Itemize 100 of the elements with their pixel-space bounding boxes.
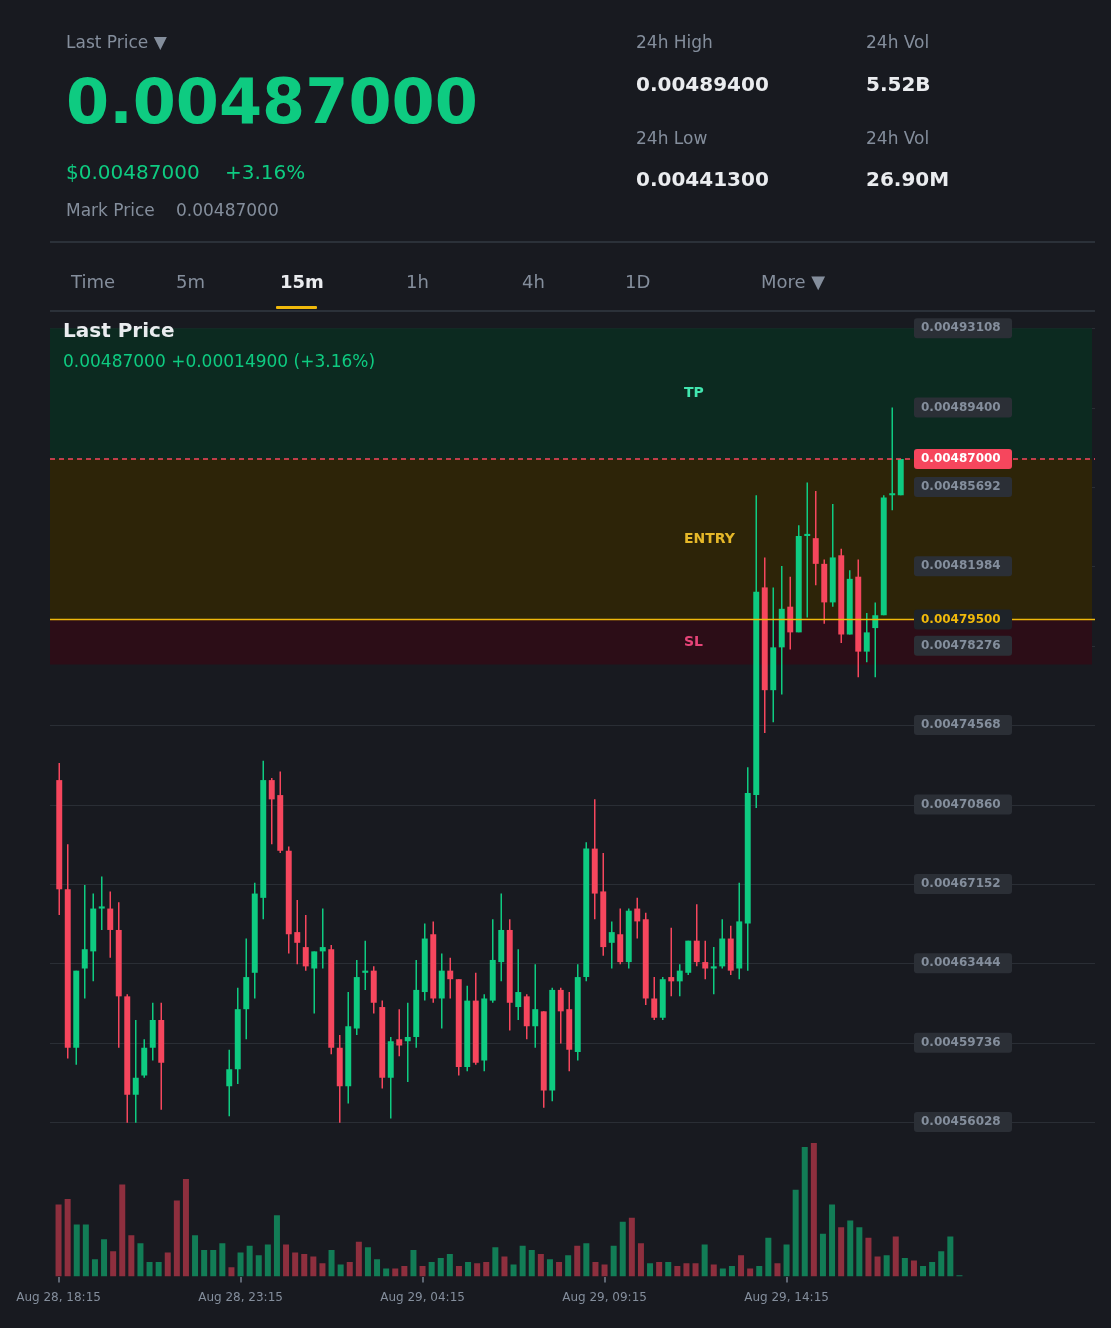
bar	[874, 1256, 881, 1277]
text: Last Price ▼	[66, 32, 167, 53]
band-label: ENTRY	[684, 529, 736, 546]
bar	[73, 1224, 80, 1277]
candlestick	[812, 491, 819, 586]
bar	[810, 1143, 817, 1277]
bar	[537, 1253, 544, 1277]
bar	[437, 1257, 444, 1277]
y-tick-label: 0.00459736	[921, 1034, 1001, 1049]
bar	[838, 1227, 845, 1277]
bar	[610, 1245, 617, 1277]
bar	[910, 1260, 917, 1277]
y-tick-label: 0.00478276	[921, 637, 1001, 652]
text: 24h Low	[636, 128, 708, 149]
bar	[210, 1249, 217, 1277]
bar	[601, 1264, 608, 1277]
bar	[492, 1247, 499, 1277]
bar	[647, 1263, 654, 1277]
bar	[883, 1255, 890, 1277]
bar	[792, 1189, 799, 1277]
y-tick-label: 0.00493108	[921, 320, 1001, 335]
bar	[374, 1259, 381, 1277]
bar	[101, 1239, 108, 1277]
bar	[182, 1179, 189, 1277]
bar	[164, 1252, 171, 1277]
bar	[628, 1217, 635, 1277]
text: 0.00487000	[176, 200, 279, 221]
bar	[465, 1261, 472, 1277]
text: More ▼	[761, 270, 826, 293]
x-tick-label: Aug 28, 18:15	[16, 1289, 101, 1304]
text: 24h Vol	[866, 128, 930, 149]
bar	[829, 1204, 836, 1277]
text: 5.52B	[866, 72, 931, 97]
bar	[592, 1261, 599, 1277]
candlestick	[676, 964, 683, 997]
text: Mark Price	[66, 200, 155, 221]
bar	[137, 1243, 144, 1277]
text: 0.00487000	[66, 64, 478, 140]
x-tick-label: Aug 29, 04:15	[380, 1289, 465, 1304]
candlestick	[268, 777, 275, 845]
bar	[556, 1261, 563, 1277]
bar	[574, 1245, 581, 1277]
bar	[901, 1257, 908, 1277]
text: 15m	[280, 270, 324, 293]
candlestick	[98, 876, 105, 930]
bar	[765, 1237, 772, 1277]
candlestick	[710, 947, 717, 995]
bar	[110, 1251, 117, 1277]
bar	[192, 1235, 199, 1277]
bar	[528, 1249, 535, 1277]
bar	[119, 1184, 126, 1277]
bar	[301, 1253, 308, 1277]
bar	[319, 1263, 326, 1277]
y-tick-label: 0.00467152	[921, 876, 1001, 891]
bar	[474, 1263, 481, 1277]
band-label: TP	[684, 384, 704, 401]
candlestick	[778, 565, 785, 695]
bar	[328, 1249, 335, 1277]
bar	[55, 1204, 62, 1277]
text: 5m	[176, 270, 205, 293]
bar	[355, 1241, 362, 1277]
bar	[310, 1256, 317, 1277]
text: 26.90M	[866, 167, 950, 192]
bar	[856, 1227, 863, 1277]
bar	[947, 1236, 954, 1277]
bar	[938, 1251, 945, 1277]
bar	[546, 1259, 553, 1277]
candlestick	[81, 885, 88, 999]
bar	[173, 1200, 180, 1277]
text: 24h Vol	[866, 32, 930, 53]
bar	[674, 1265, 681, 1277]
bar	[237, 1252, 244, 1277]
y-tick-label: 0.00456028	[921, 1114, 1001, 1129]
text: 1D	[625, 270, 651, 293]
text: 0.00489400	[636, 72, 769, 97]
bar	[710, 1264, 717, 1277]
bar	[364, 1247, 371, 1277]
bar	[619, 1221, 626, 1277]
bar	[246, 1245, 253, 1277]
bar	[756, 1265, 763, 1277]
bar	[273, 1215, 280, 1277]
bar	[783, 1244, 790, 1277]
bar	[801, 1147, 808, 1277]
bar	[91, 1259, 98, 1277]
ref-line-label: 0.00487000	[921, 451, 1001, 466]
text: 24h High	[636, 32, 713, 53]
bar	[401, 1265, 408, 1277]
x-tick-label: Aug 28, 23:15	[198, 1289, 283, 1304]
bar	[738, 1255, 745, 1277]
bar	[637, 1243, 644, 1277]
band-label: SL	[684, 632, 704, 649]
bar	[446, 1253, 453, 1277]
bar	[82, 1224, 89, 1277]
text: 1h	[406, 270, 429, 293]
bar	[219, 1243, 226, 1277]
bar	[865, 1237, 872, 1277]
candlestick	[319, 908, 326, 969]
bar	[155, 1261, 162, 1277]
bar	[201, 1249, 208, 1277]
bar	[701, 1244, 708, 1277]
